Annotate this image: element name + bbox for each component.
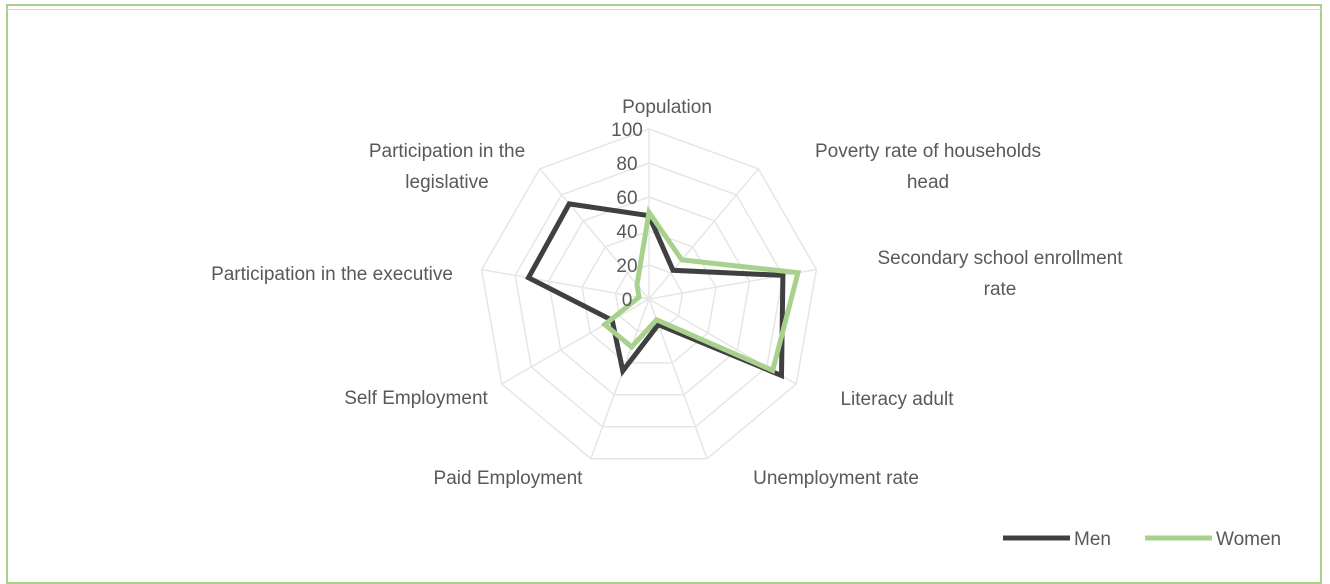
grid-spoke (481, 268, 650, 300)
series-line-women (600, 205, 802, 374)
grid-ring (480, 128, 818, 460)
radial-tick-label: 100 (611, 120, 643, 141)
grid-spoke (590, 298, 650, 459)
chart-top-rule (6, 9, 1322, 10)
radial-tick-label: 20 (616, 256, 637, 277)
category-labels: Population Poverty rate of households head… (211, 97, 1123, 489)
grid-spoke (539, 168, 650, 300)
legend: Men Women (1003, 529, 1281, 550)
grid-spoke (501, 298, 650, 385)
radial-tick-label: 0 (622, 290, 633, 311)
radial-tick-labels: 0 20 40 60 80 100 (611, 120, 643, 311)
category-label: Unemployment rate (753, 468, 919, 489)
category-label: Participation in the legislative (369, 141, 525, 193)
category-label: Participation in the executive (211, 264, 453, 285)
radial-tick-label: 80 (616, 154, 637, 175)
grid-ring (581, 230, 717, 364)
category-label: Self Employment (344, 388, 488, 409)
grid-spoke (648, 168, 759, 300)
category-label: Poverty rate of households head (815, 141, 1041, 193)
radial-tick-label: 60 (616, 188, 637, 209)
series-line-men (525, 201, 786, 380)
legend-label-men: Men (1074, 529, 1111, 550)
grid-ring (514, 162, 784, 428)
grid-ring (547, 196, 751, 396)
radial-tick-label: 40 (616, 222, 637, 243)
category-label: Paid Employment (434, 468, 584, 489)
radar-grid (480, 128, 818, 460)
grid-spoke (648, 268, 817, 300)
category-label: Literacy adult (840, 389, 954, 410)
category-label: Secondary school enrollment rate (877, 248, 1123, 300)
radar-series (525, 201, 802, 380)
legend-label-women: Women (1216, 529, 1281, 550)
category-label: Population (622, 97, 712, 118)
